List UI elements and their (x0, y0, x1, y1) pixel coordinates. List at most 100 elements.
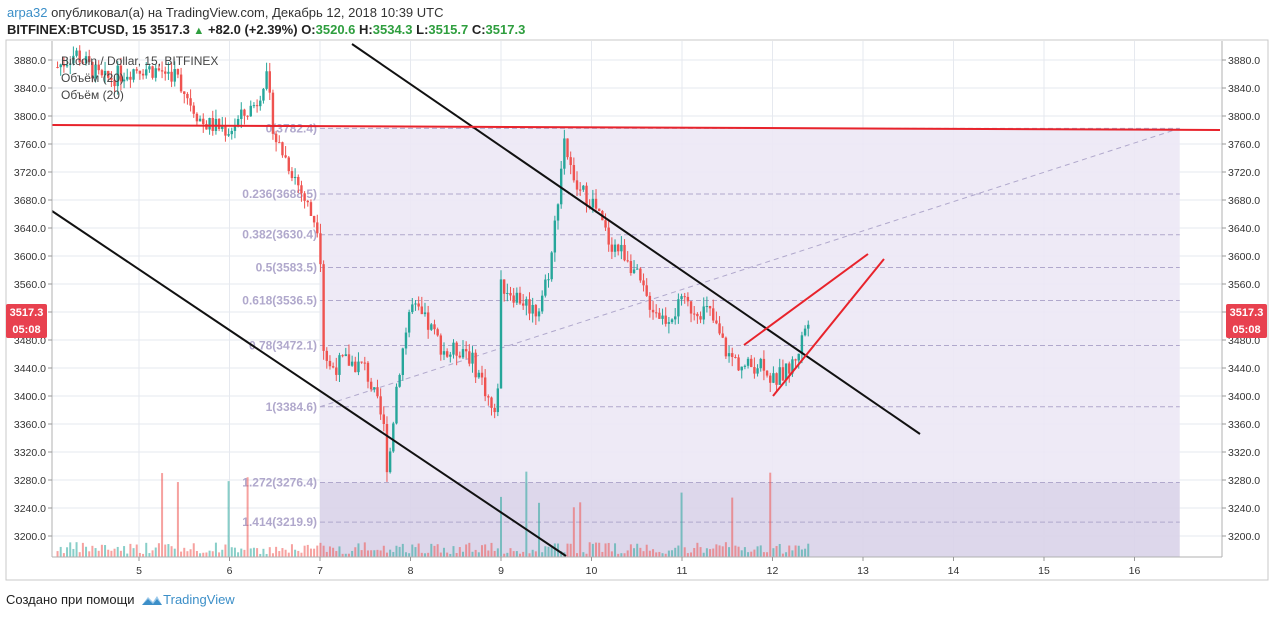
volume-bar (126, 553, 129, 557)
time-tick-label: 9 (498, 565, 504, 577)
candle-body (518, 292, 522, 304)
volume-bar (674, 547, 677, 557)
candle-body (724, 337, 728, 357)
candle-body (775, 373, 778, 385)
candle-body (411, 304, 414, 313)
volume-bar (319, 542, 322, 557)
price-tick-label-left: 3600.0 (14, 251, 46, 263)
price-tick-label-left: 3640.0 (14, 223, 46, 235)
volume-bar (316, 545, 319, 557)
candle-body (531, 304, 534, 314)
volume-bar (601, 551, 604, 557)
price-tick-label-left: 3680.0 (14, 195, 46, 207)
volume-bar (167, 544, 170, 557)
candle-body (369, 381, 373, 390)
time-tick-label: 10 (586, 565, 598, 577)
volume-bar (490, 542, 493, 557)
volume-legend-1: Объём (20) (61, 71, 124, 85)
volume-bar (461, 551, 464, 557)
volume-bar (690, 552, 693, 557)
candle-body (110, 77, 113, 80)
candle-body (164, 71, 167, 74)
price-tag-value-right: 3517.3 (1230, 307, 1264, 319)
volume-bar (91, 545, 94, 557)
candle-body (252, 105, 256, 107)
candle-body (284, 155, 287, 158)
volume-bar (151, 550, 154, 557)
volume-bar (404, 552, 407, 557)
volume-bar (538, 502, 541, 557)
tradingview-link[interactable]: TradingView (163, 592, 235, 607)
volume-bar (553, 543, 556, 557)
price-chart[interactable]: 0(3782.4)0.236(3688.5)0.382(3630.4)0.5(3… (0, 0, 1274, 590)
candle-body (477, 372, 481, 378)
candle-body (540, 295, 544, 312)
price-tag-value-left: 3517.3 (10, 307, 44, 319)
volume-bar (135, 544, 138, 557)
candle-body (658, 312, 661, 319)
candle-body (597, 208, 601, 211)
candle-body (160, 70, 164, 72)
volume-bar (252, 547, 255, 557)
candle-body (116, 65, 119, 87)
volume-bar (794, 545, 797, 557)
candle-body (360, 361, 363, 363)
time-tick-label: 16 (1129, 565, 1141, 577)
candle-body (591, 198, 595, 208)
candle-body (645, 285, 648, 296)
volume-bar (566, 543, 569, 557)
candle-body (778, 367, 781, 385)
created-with-text: Создано при помощи (6, 592, 135, 607)
candle-body (461, 349, 465, 358)
candle-body (195, 113, 199, 122)
volume-bar (769, 472, 772, 557)
candle-body (65, 64, 69, 67)
candle-body (705, 306, 709, 308)
candle-body (91, 61, 94, 79)
volume-bar (148, 553, 151, 557)
candle-body (734, 356, 737, 358)
volume-bar (373, 550, 376, 557)
time-tick-label: 14 (948, 565, 960, 577)
candle-body (623, 244, 626, 261)
candle-body (350, 361, 354, 366)
candle-body (521, 303, 525, 306)
volume-bar (522, 551, 525, 557)
candle-body (100, 70, 104, 76)
price-tick-label-left: 3320.0 (14, 447, 46, 459)
candle-body (148, 66, 151, 70)
volume-bar (743, 547, 746, 557)
price-tick-label-right: 3800.0 (1228, 111, 1260, 123)
volume-bar (94, 548, 97, 557)
volume-bar (265, 553, 268, 557)
candle-body (708, 306, 712, 309)
candle-body (97, 64, 100, 71)
candle-body (686, 296, 690, 302)
volume-bar (433, 545, 436, 557)
price-tick-label-right: 3760.0 (1228, 139, 1260, 151)
candle-body (347, 354, 351, 366)
candle-body (740, 366, 743, 371)
volume-bar (515, 551, 518, 557)
volume-bar (702, 552, 705, 557)
candle-body (442, 351, 446, 355)
volume-bars (56, 471, 810, 557)
volume-bar (629, 544, 632, 557)
candle-body (420, 306, 424, 315)
candle-body (344, 354, 347, 357)
volume-bar (648, 550, 651, 557)
candle-body (312, 216, 316, 223)
volume-bar (671, 550, 674, 557)
volume-bar (243, 549, 246, 557)
candle-body (233, 126, 237, 131)
candle-body (566, 138, 569, 158)
candle-body (474, 352, 477, 378)
volume-bar (747, 552, 750, 557)
author-link[interactable]: arpa32 (7, 5, 48, 20)
volume-bar (183, 547, 186, 557)
resistance-line-red (51, 124, 1221, 131)
volume-bar (344, 553, 347, 557)
candle-body (227, 134, 230, 136)
candle-body (468, 351, 471, 364)
volume-bar (85, 546, 88, 557)
